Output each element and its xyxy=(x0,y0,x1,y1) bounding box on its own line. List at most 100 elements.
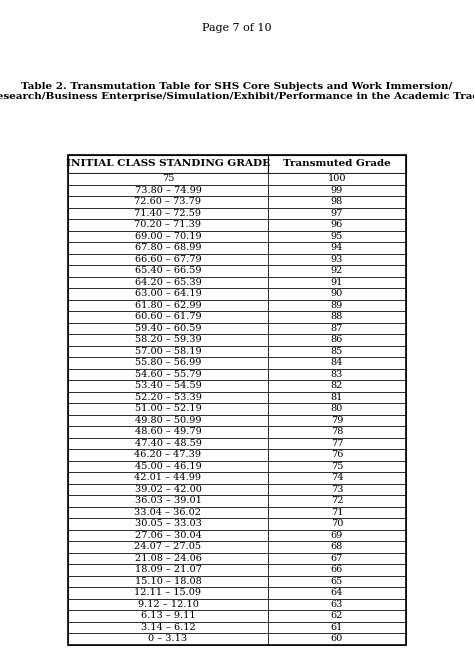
Bar xyxy=(68,334,268,346)
Bar xyxy=(268,357,406,368)
Text: 67: 67 xyxy=(331,553,343,563)
Bar xyxy=(68,610,268,622)
Bar xyxy=(68,299,268,311)
Bar xyxy=(268,391,406,403)
Text: 73.80 – 74.99: 73.80 – 74.99 xyxy=(135,186,201,195)
Text: 33.04 – 36.02: 33.04 – 36.02 xyxy=(135,508,201,517)
Bar xyxy=(68,564,268,576)
Bar xyxy=(268,219,406,230)
Bar xyxy=(68,495,268,507)
Text: 79: 79 xyxy=(331,416,343,425)
Bar xyxy=(268,541,406,553)
Text: 70: 70 xyxy=(331,519,343,528)
Bar xyxy=(68,518,268,529)
Text: 61: 61 xyxy=(331,622,343,632)
Text: 63.00 – 64.19: 63.00 – 64.19 xyxy=(135,289,201,298)
Text: 63: 63 xyxy=(331,600,343,609)
Bar xyxy=(268,622,406,633)
Bar xyxy=(68,507,268,518)
Text: 51.00 – 52.19: 51.00 – 52.19 xyxy=(135,404,201,413)
Text: 96: 96 xyxy=(331,220,343,229)
Text: 71: 71 xyxy=(331,508,343,517)
Bar xyxy=(68,472,268,484)
Bar xyxy=(68,184,268,196)
Text: 60: 60 xyxy=(331,634,343,643)
Bar xyxy=(68,277,268,288)
Text: Transmuted Grade: Transmuted Grade xyxy=(283,159,391,168)
Text: 53.40 – 54.59: 53.40 – 54.59 xyxy=(135,381,201,390)
Text: 87: 87 xyxy=(331,324,343,333)
Text: 21.08 – 24.06: 21.08 – 24.06 xyxy=(135,553,201,563)
Text: 86: 86 xyxy=(331,335,343,344)
Bar xyxy=(268,208,406,219)
Text: 72.60 – 73.79: 72.60 – 73.79 xyxy=(135,197,201,206)
Bar xyxy=(268,564,406,576)
Text: 46.20 – 47.39: 46.20 – 47.39 xyxy=(135,450,201,459)
Text: 64: 64 xyxy=(331,588,343,597)
Bar xyxy=(268,334,406,346)
Text: INITIAL CLASS STANDING GRADE: INITIAL CLASS STANDING GRADE xyxy=(66,159,270,168)
Text: 66: 66 xyxy=(331,565,343,574)
Bar xyxy=(68,415,268,426)
Bar xyxy=(268,426,406,438)
Text: 48.60 – 49.79: 48.60 – 49.79 xyxy=(135,427,201,436)
Bar xyxy=(268,598,406,610)
Text: 65.40 – 66.59: 65.40 – 66.59 xyxy=(135,266,201,275)
Bar xyxy=(268,184,406,196)
Bar xyxy=(68,242,268,253)
Bar xyxy=(268,196,406,208)
Bar xyxy=(68,380,268,391)
Bar xyxy=(68,219,268,230)
Text: 90: 90 xyxy=(331,289,343,298)
Bar xyxy=(268,472,406,484)
Text: 80: 80 xyxy=(331,404,343,413)
Bar xyxy=(268,253,406,265)
Bar xyxy=(68,576,268,587)
Text: 49.80 – 50.99: 49.80 – 50.99 xyxy=(135,416,201,425)
Bar xyxy=(68,484,268,495)
Text: 76: 76 xyxy=(331,450,343,459)
Text: 75: 75 xyxy=(162,174,174,184)
Text: 77: 77 xyxy=(331,439,343,448)
Bar xyxy=(68,541,268,553)
Bar xyxy=(268,495,406,507)
Bar xyxy=(268,438,406,449)
Bar xyxy=(68,311,268,322)
Bar xyxy=(268,346,406,357)
Bar xyxy=(68,155,268,173)
Text: 54.60 – 55.79: 54.60 – 55.79 xyxy=(135,370,201,379)
Text: 97: 97 xyxy=(331,209,343,218)
Bar xyxy=(268,576,406,587)
Text: 39.02 – 42.00: 39.02 – 42.00 xyxy=(135,485,201,494)
Text: 57.00 – 58.19: 57.00 – 58.19 xyxy=(135,347,201,356)
Bar xyxy=(268,380,406,391)
Bar xyxy=(68,196,268,208)
Bar xyxy=(268,403,406,415)
Text: 84: 84 xyxy=(331,358,343,367)
Text: 98: 98 xyxy=(331,197,343,206)
Bar xyxy=(268,529,406,541)
Bar xyxy=(68,155,406,645)
Text: 91: 91 xyxy=(331,278,343,287)
Bar xyxy=(268,265,406,277)
Bar xyxy=(268,415,406,426)
Bar xyxy=(68,253,268,265)
Text: 61.80 – 62.99: 61.80 – 62.99 xyxy=(135,301,201,310)
Bar xyxy=(268,311,406,322)
Text: 88: 88 xyxy=(331,312,343,321)
Bar xyxy=(268,449,406,460)
Bar xyxy=(268,507,406,518)
Text: 6.13 – 9.11: 6.13 – 9.11 xyxy=(141,611,195,620)
Text: 52.20 – 53.39: 52.20 – 53.39 xyxy=(135,393,201,402)
Text: 94: 94 xyxy=(331,243,343,252)
Text: 99: 99 xyxy=(331,186,343,195)
Text: 95: 95 xyxy=(331,232,343,241)
Text: 55.80 – 56.99: 55.80 – 56.99 xyxy=(135,358,201,367)
Text: 93: 93 xyxy=(331,255,343,264)
Text: 47.40 – 48.59: 47.40 – 48.59 xyxy=(135,439,201,448)
Bar xyxy=(68,265,268,277)
Text: 60.60 – 61.79: 60.60 – 61.79 xyxy=(135,312,201,321)
Bar xyxy=(268,484,406,495)
Bar xyxy=(68,403,268,415)
Bar xyxy=(268,610,406,622)
